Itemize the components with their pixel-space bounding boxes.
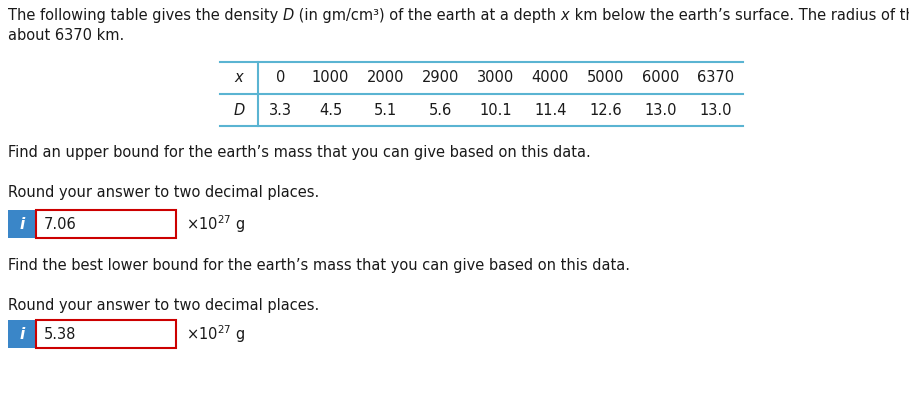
Text: x: x [561, 8, 570, 23]
Bar [8, 210, 36, 238]
Text: 5.38: 5.38 [44, 326, 76, 341]
Text: $\times 10^{27}$ g: $\times 10^{27}$ g [186, 323, 245, 345]
Text: 10.1: 10.1 [479, 103, 512, 117]
Text: 7.06: 7.06 [44, 217, 76, 232]
Text: Find an upper bound for the earth’s mass that you can give based on this data.: Find an upper bound for the earth’s mass… [8, 145, 591, 160]
Text: 2000: 2000 [366, 70, 405, 85]
Text: 11.4: 11.4 [534, 103, 566, 117]
Text: 5000: 5000 [587, 70, 624, 85]
Text: 13.0: 13.0 [699, 103, 732, 117]
Text: i: i [19, 326, 25, 341]
Text: 1000: 1000 [312, 70, 349, 85]
Text: $\times 10^{27}$ g: $\times 10^{27}$ g [186, 213, 245, 235]
Bar [36, 210, 176, 238]
Text: (in gm/cm³) of the earth at a depth: (in gm/cm³) of the earth at a depth [295, 8, 561, 23]
Text: 2900: 2900 [422, 70, 459, 85]
Text: D: D [234, 103, 245, 117]
Text: 12.6: 12.6 [589, 103, 622, 117]
Text: 3.3: 3.3 [269, 103, 292, 117]
Text: 5.6: 5.6 [429, 103, 452, 117]
Text: 6370: 6370 [697, 70, 734, 85]
Text: 4.5: 4.5 [319, 103, 342, 117]
Text: 0: 0 [275, 70, 285, 85]
Text: Round your answer to two decimal places.: Round your answer to two decimal places. [8, 298, 319, 313]
Text: 4000: 4000 [532, 70, 569, 85]
Text: The following table gives the density: The following table gives the density [8, 8, 283, 23]
Text: i: i [19, 217, 25, 232]
Text: x: x [235, 70, 244, 85]
Text: 13.0: 13.0 [644, 103, 676, 117]
Text: D: D [283, 8, 295, 23]
Text: km below the earth’s surface. The radius of the earth is: km below the earth’s surface. The radius… [570, 8, 909, 23]
Text: Round your answer to two decimal places.: Round your answer to two decimal places. [8, 185, 319, 200]
Text: Find the best lower bound for the earth’s mass that you can give based on this d: Find the best lower bound for the earth’… [8, 258, 630, 273]
Text: about 6370 km.: about 6370 km. [8, 28, 125, 43]
Text: 6000: 6000 [642, 70, 679, 85]
Bar [8, 320, 36, 348]
Text: 5.1: 5.1 [374, 103, 397, 117]
Bar [36, 320, 176, 348]
Text: 3000: 3000 [477, 70, 514, 85]
